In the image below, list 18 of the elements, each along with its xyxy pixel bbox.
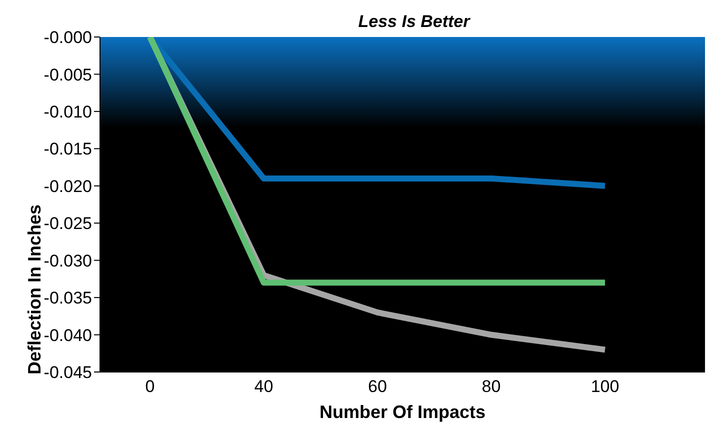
y-tick-label: -0.035 xyxy=(44,288,92,308)
chart-title: Less Is Better xyxy=(357,12,472,32)
x-tick-label: 40 xyxy=(254,377,274,396)
x-tick-label: 100 xyxy=(590,377,620,396)
y-tick-label: -0.005 xyxy=(44,65,92,84)
y-tick-label: -0.000 xyxy=(44,28,92,48)
x-tick-label: 60 xyxy=(368,377,387,396)
y-tick-label: -0.020 xyxy=(44,176,92,196)
y-tick-label: -0.030 xyxy=(44,251,92,270)
y-axis-title: Deflection In Inches xyxy=(24,204,44,375)
x-tick-label: 80 xyxy=(482,377,501,396)
x-axis-title: Number Of Impacts xyxy=(319,402,486,422)
y-tick-label: -0.015 xyxy=(44,140,92,159)
y-tick-label: -0.045 xyxy=(44,363,92,382)
y-tick-label: -0.010 xyxy=(44,102,92,122)
x-tick-label: 0 xyxy=(145,377,155,396)
y-tick-label: -0.040 xyxy=(44,326,92,345)
y-tick-label: -0.025 xyxy=(44,214,92,234)
